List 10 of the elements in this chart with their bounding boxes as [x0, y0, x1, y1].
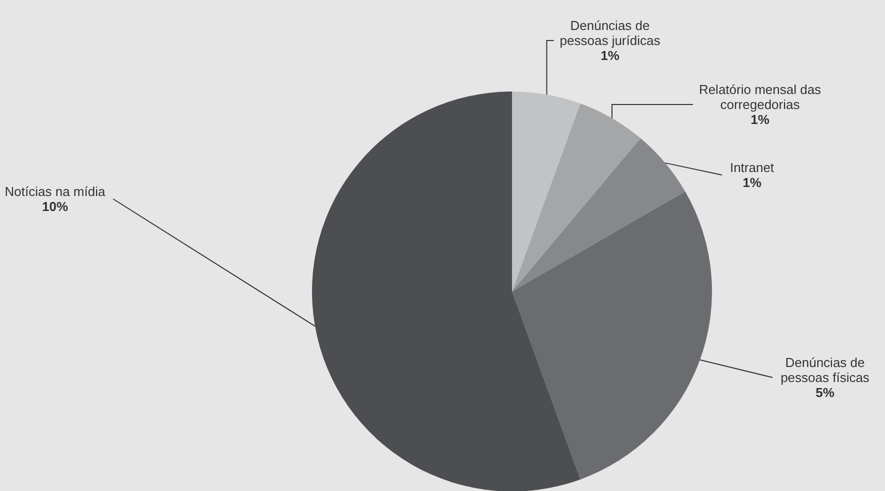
- slice-label: Denúncias de pessoas jurídicas: [560, 18, 661, 48]
- data-label: 1%: [600, 48, 620, 64]
- slice-label: Relatório mensal das corregedorias: [698, 82, 822, 112]
- slice-label: Notícias na mídia: [4, 184, 106, 200]
- data-label: 1%: [742, 175, 762, 190]
- slice-label: Denúncias de pessoas físicas: [780, 355, 870, 386]
- data-label: 5%: [816, 385, 835, 400]
- data-label: 10%: [42, 199, 68, 214]
- slice-label: Intranet: [730, 160, 774, 176]
- data-label: 1%: [750, 112, 770, 128]
